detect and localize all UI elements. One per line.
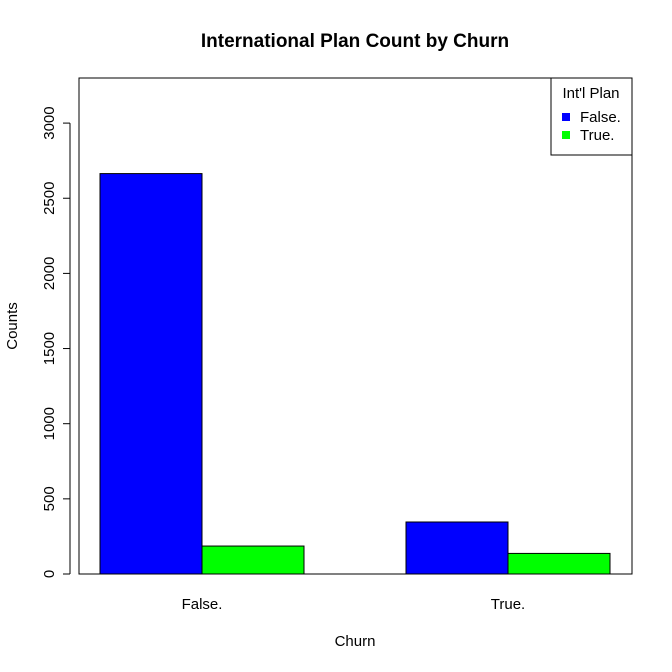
y-tick-label: 1500 [41, 332, 58, 365]
y-tick-label: 2000 [41, 257, 58, 290]
y-axis: 0 500 1000 1500 2000 2500 3000 [41, 106, 71, 578]
x-axis-title: Churn [335, 633, 376, 650]
y-tick-label: 0 [41, 570, 58, 578]
bar-false-false [99, 173, 203, 575]
legend-swatch-false [562, 113, 570, 121]
plot-area [78, 77, 633, 575]
bar-true-true [507, 552, 611, 575]
y-tick-label: 3000 [41, 106, 58, 139]
x-tick-label: False. [182, 596, 223, 613]
chart-title: International Plan Count by Churn [201, 31, 509, 52]
legend-swatch-true [562, 131, 570, 139]
bar-false-true [201, 545, 305, 575]
legend-label-true: True. [580, 127, 614, 144]
bar-true-false [405, 521, 509, 575]
x-axis-labels: False. True. [182, 596, 526, 613]
y-axis-title: Counts [4, 302, 21, 350]
legend: Int'l Plan False. True. [550, 77, 633, 156]
y-tick-label: 1000 [41, 407, 58, 440]
y-tick-label: 500 [41, 486, 58, 511]
legend-label-false: False. [580, 109, 621, 126]
y-tick-label: 2500 [41, 182, 58, 215]
x-tick-label: True. [491, 596, 525, 613]
bars [99, 173, 611, 575]
legend-title: Int'l Plan [562, 85, 619, 102]
